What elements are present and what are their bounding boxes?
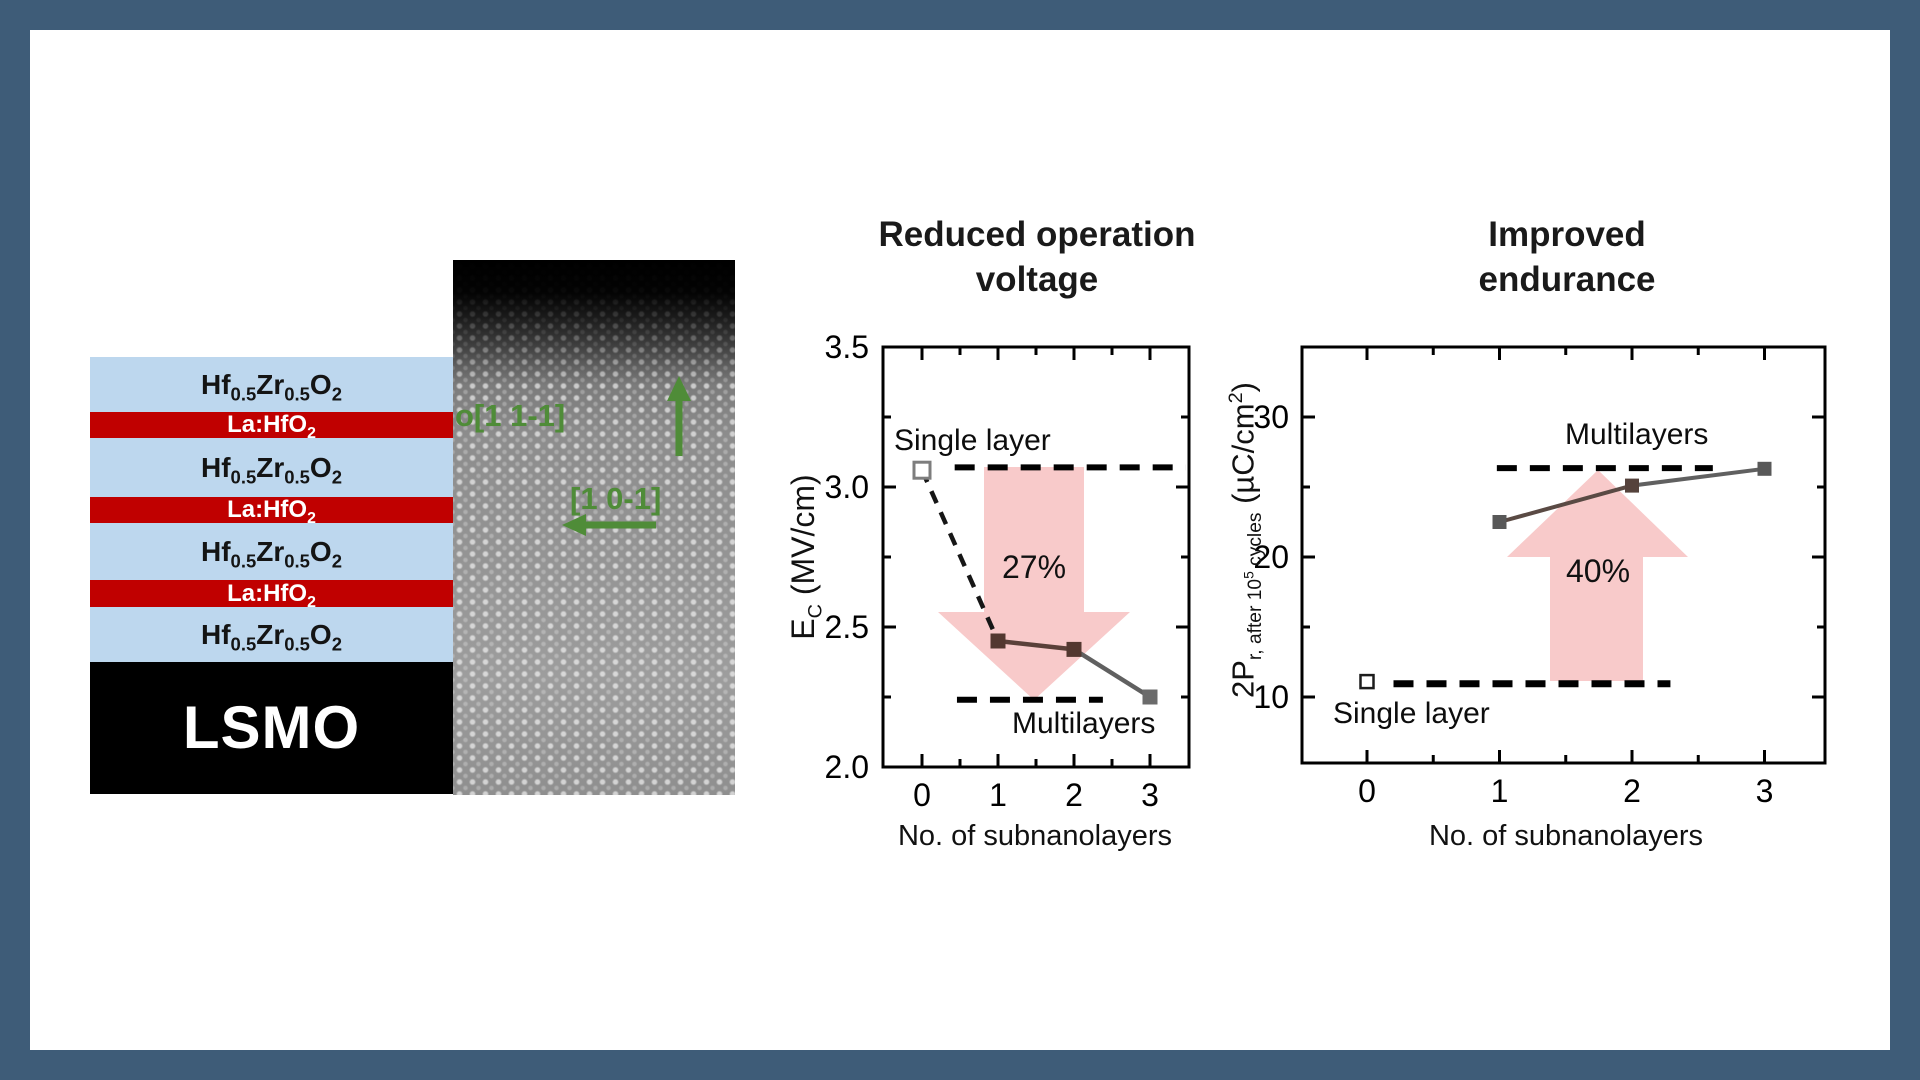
layer-label: Hf0.5Zr0.5O2 [201,618,342,655]
endurance-open-marker [1359,673,1375,690]
voltage-open-marker [912,460,932,480]
layer-hzo-4: Hf0.5Zr0.5O2 [90,607,453,662]
endurance-plot-frame [1300,345,1827,765]
voltage-y-tick-label: 2.5 [825,609,869,645]
layer-label: Hf0.5Zr0.5O2 [201,451,342,488]
layer-hzo-2: Hf0.5Zr0.5O2 [90,438,453,497]
voltage-chart: 2.0 2.5 3.0 3.5 0 1 2 3 [825,329,1191,813]
voltage-single-layer-label: Single layer [894,424,1051,457]
endurance-multilayers-label: Multilayers [1565,418,1709,451]
left-arrow-icon [562,514,656,536]
layer-hzo-1: Hf0.5Zr0.5O2 [90,357,453,412]
endurance-marker [1757,461,1772,476]
endurance-y-tick-label: 20 [1253,539,1289,575]
layer-lahfo-2: La:HfO2 [90,496,453,527]
voltage-y-tick-label: 3.0 [825,469,869,505]
voltage-trend-arrow [938,467,1130,700]
endurance-improvement-percent: 40% [1565,553,1631,589]
layer-label: LSMO [182,694,361,761]
title-line: Improved [1488,215,1646,254]
endurance-chart: 10 20 30 0 1 2 3 [1253,345,1827,809]
layer-lahfo-3: La:HfO2 [90,579,453,611]
layer-label: La:HfO2 [227,579,316,611]
title-line: Reduced operation [878,215,1196,254]
crystal-direction-101-label: [1 0-1] [570,481,662,516]
up-arrow-icon [667,376,691,456]
layer-stack-diagram: Hf0.5Zr0.5O2 La:HfO2 Hf0.5Zr0.5O2 La:HfO… [90,357,453,794]
layer-label: Hf0.5Zr0.5O2 [201,368,342,405]
voltage-marker [1066,641,1082,657]
layer-label: La:HfO2 [227,496,316,527]
endurance-x-tick-label: 2 [1623,773,1641,809]
crystal-direction-o111-label: o[1 1-1] [455,398,566,433]
layer-hzo-3: Hf0.5Zr0.5O2 [90,523,453,580]
voltage-x-tick-label: 2 [1065,777,1083,813]
voltage-marker [990,633,1006,649]
voltage-chart-title: Reduced operation voltage [817,212,1257,302]
endurance-series-segment [1498,483,1633,524]
endurance-single-layer-label: Single layer [1333,697,1490,730]
voltage-x-tick-label: 1 [989,777,1007,813]
voltage-reduction-percent: 27% [1001,549,1067,585]
voltage-series-segment [997,638,1075,652]
voltage-y-tick-label: 2.0 [825,749,869,785]
voltage-marker [1142,689,1158,705]
endurance-y-tick-label: 10 [1253,679,1289,715]
voltage-y-axis-title: EC (MV/cm) [785,474,827,640]
endurance-marker [1492,515,1507,529]
voltage-x-tick-label: 3 [1141,777,1159,813]
title-line: endurance [1478,260,1656,299]
endurance-x-axis-title: No. of subnanolayers [1428,820,1704,852]
endurance-trend-arrow [1507,470,1688,681]
layer-label: La:HfO2 [227,411,316,442]
voltage-x-axis-title: No. of subnanolayers [897,820,1173,852]
endurance-series-segment [1631,466,1765,488]
endurance-x-tick-label: 0 [1358,773,1376,809]
voltage-dashed-series [919,469,1001,642]
endurance-x-tick-label: 1 [1491,773,1509,809]
endurance-chart-title: Improved endurance [1347,212,1787,302]
voltage-multilayers-label: Multilayers [1012,707,1156,740]
voltage-series-segment [1072,647,1152,699]
voltage-x-tick-label: 0 [913,777,931,813]
endurance-y-axis-title: 2Pr, after 105 cycles (µC/cm2) [1225,382,1266,698]
endurance-y-tick-label: 30 [1253,399,1289,435]
layer-lsmo-substrate: LSMO [90,662,453,794]
voltage-y-tick-label: 3.5 [825,329,869,365]
endurance-x-tick-label: 3 [1756,773,1774,809]
layer-label: Hf0.5Zr0.5O2 [201,535,342,572]
layer-lahfo-1: La:HfO2 [90,411,453,442]
title-line: voltage [975,260,1099,299]
endurance-marker [1625,478,1639,493]
